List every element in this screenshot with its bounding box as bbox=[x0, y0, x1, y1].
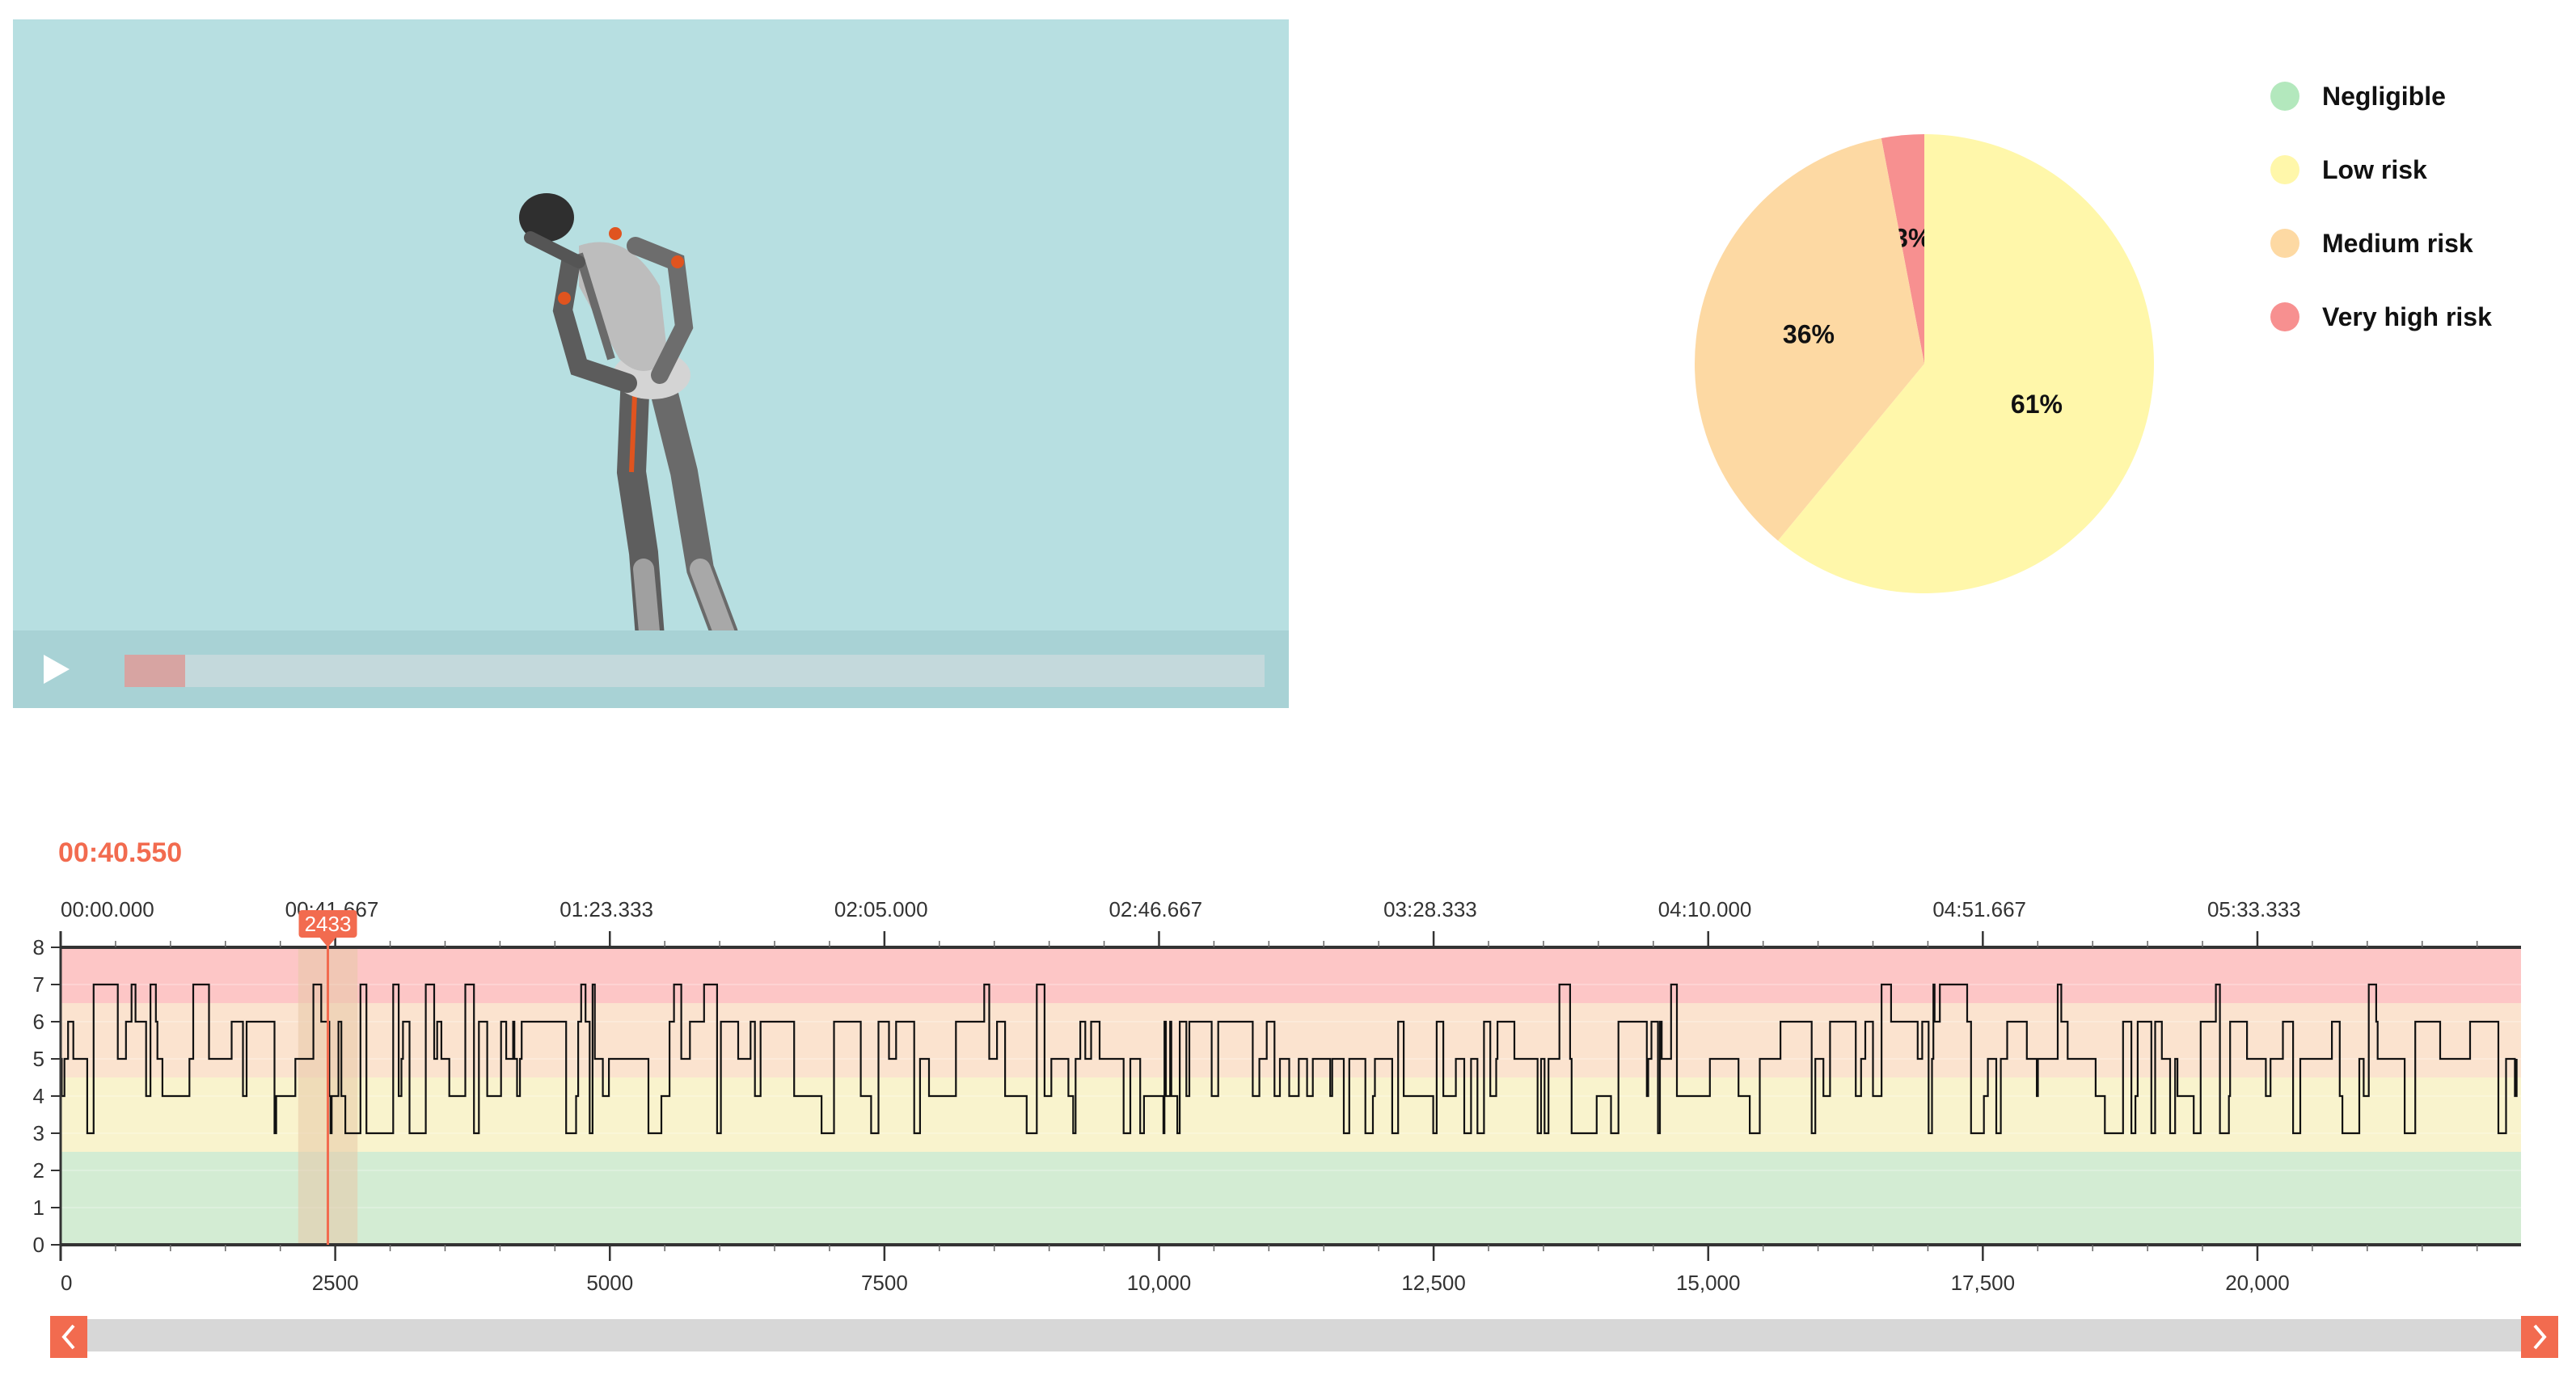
pie-slice-very-high-risk bbox=[1881, 134, 1924, 364]
risk-band-1 bbox=[61, 1077, 2521, 1152]
frame-tick-label: 12,500 bbox=[1401, 1271, 1466, 1295]
video-player[interactable] bbox=[13, 19, 1289, 708]
timeline-scrollbar[interactable] bbox=[50, 1319, 2521, 1351]
pie-slice-low-risk bbox=[1777, 134, 2154, 594]
legend-dot-icon bbox=[2270, 155, 2299, 184]
risk-band-2 bbox=[61, 1003, 2521, 1077]
y-tick-label: 5 bbox=[33, 1047, 44, 1071]
time-tick-label: 02:46.667 bbox=[1109, 897, 1202, 921]
time-tick-label: 00:00.000 bbox=[61, 897, 154, 921]
y-tick-label: 8 bbox=[33, 935, 44, 959]
frame-tick-label: 10,000 bbox=[1127, 1271, 1192, 1295]
frame-tick-label: 17,500 bbox=[1951, 1271, 2016, 1295]
current-time-readout: 00:40.550 bbox=[58, 837, 183, 868]
playhead-badge[interactable] bbox=[298, 910, 357, 938]
video-controls bbox=[13, 630, 1289, 708]
legend-label: Low risk bbox=[2322, 154, 2427, 184]
y-tick-label: 4 bbox=[33, 1084, 44, 1108]
legend-label: Very high risk bbox=[2322, 301, 2492, 331]
mannequin-figure bbox=[519, 193, 748, 677]
time-tick-label: 02:05.000 bbox=[834, 897, 928, 921]
risk-score-line bbox=[61, 983, 2518, 1135]
risk-band-3 bbox=[61, 947, 2521, 1003]
time-tick-label: 01:23.333 bbox=[560, 897, 653, 921]
legend-label: Medium risk bbox=[2322, 228, 2473, 258]
time-tick-label: 03:28.333 bbox=[1383, 897, 1477, 921]
y-tick-label: 3 bbox=[33, 1121, 44, 1145]
pie-legend: Negligible Low risk Medium risk Very hig… bbox=[2270, 78, 2492, 372]
risk-band-0 bbox=[61, 1152, 2521, 1245]
legend-dot-icon bbox=[2270, 82, 2299, 111]
playhead-pointer-icon bbox=[319, 938, 336, 947]
time-tick-label: 04:10.000 bbox=[1658, 897, 1752, 921]
scroll-left-button[interactable] bbox=[50, 1316, 87, 1358]
legend-dot-icon bbox=[2270, 302, 2299, 331]
playhead-frame-label: 2433 bbox=[305, 912, 352, 936]
frame-tick-label: 20,000 bbox=[2225, 1271, 2290, 1295]
legend-item-low-risk: Low risk bbox=[2270, 151, 2492, 188]
frame-tick-label: 7500 bbox=[861, 1271, 908, 1295]
legend-dot-icon bbox=[2270, 229, 2299, 258]
y-tick-label: 6 bbox=[33, 1010, 44, 1034]
play-icon[interactable] bbox=[37, 651, 73, 687]
legend-item-negligible: Negligible bbox=[2270, 78, 2492, 115]
pie-slice-label: 61% bbox=[2011, 390, 2063, 419]
y-tick-label: 1 bbox=[33, 1195, 44, 1220]
frame-tick-label: 5000 bbox=[586, 1271, 633, 1295]
time-tick-label: 04:51.667 bbox=[1932, 897, 2026, 921]
y-tick-label: 2 bbox=[33, 1158, 44, 1183]
legend-item-very-high-risk: Very high risk bbox=[2270, 298, 2492, 335]
risk-pie-chart: 3%61%36% bbox=[1695, 134, 2154, 594]
scroll-right-button[interactable] bbox=[2521, 1316, 2558, 1358]
time-tick-label: 05:33.333 bbox=[2207, 897, 2301, 921]
y-tick-label: 7 bbox=[33, 972, 44, 997]
video-progress-bar[interactable] bbox=[125, 655, 1265, 687]
frame-tick-label: 0 bbox=[61, 1271, 72, 1295]
chevron-right-icon bbox=[2533, 1324, 2547, 1350]
risk-timeline-chart[interactable]: 00:00.000 00:41.667 01:23.333 02:05.000 02:4… bbox=[0, 873, 2576, 1309]
video-progress-fill bbox=[125, 655, 185, 687]
legend-item-medium-risk: Medium risk bbox=[2270, 225, 2492, 262]
y-tick-label: 0 bbox=[33, 1233, 44, 1257]
chevron-left-icon bbox=[61, 1324, 75, 1350]
frame-tick-label: 2500 bbox=[312, 1271, 359, 1295]
frame-tick-label: 15,000 bbox=[1676, 1271, 1741, 1295]
legend-label: Negligible bbox=[2322, 81, 2446, 111]
pie-slice-label: 36% bbox=[1783, 319, 1835, 348]
pie-slice-medium-risk bbox=[1695, 138, 1924, 541]
